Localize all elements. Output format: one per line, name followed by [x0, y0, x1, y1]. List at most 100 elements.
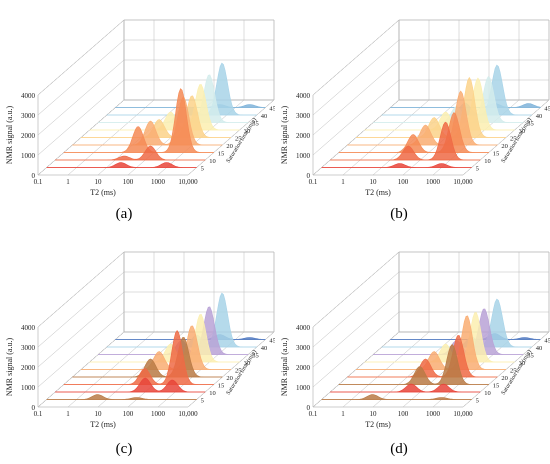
y-tick-label: 1000	[296, 384, 311, 392]
panel-caption-d: (d)	[390, 441, 408, 457]
z-tick-label: 35	[252, 121, 259, 128]
y-gridline	[37, 39, 274, 116]
y-tick-label: 4000	[296, 92, 311, 100]
z-tick-label: 5	[476, 166, 479, 173]
x-tick-label: 1	[341, 178, 345, 186]
z-tick-label: 35	[527, 121, 534, 128]
y-tick-label: 0	[32, 172, 36, 180]
series-area-z5	[321, 394, 472, 400]
z-tick-label: 15	[218, 383, 225, 390]
z-tick-label: 35	[252, 353, 259, 360]
x-tick-label: 1000	[151, 410, 166, 418]
z-tick-label: 45	[269, 338, 275, 345]
x-tick-label: 10	[95, 178, 103, 186]
x-tick-label: 10,000	[453, 178, 473, 186]
y-tick-label: 2000	[296, 364, 311, 372]
x-gridline	[462, 20, 550, 176]
x-gridline	[97, 252, 185, 408]
x-gridline	[37, 252, 125, 408]
y-tick-label: 4000	[21, 324, 36, 332]
z-tick-label: 10	[209, 158, 216, 165]
y-tick-label: 0	[307, 404, 311, 412]
x-tick-label: 1000	[426, 178, 441, 186]
x-tick-label: 100	[123, 178, 134, 186]
x-axis-title: T2 (ms)	[365, 188, 391, 197]
x-tick-label: 10,000	[453, 410, 473, 418]
series-area-z5	[46, 162, 197, 168]
z-tick-label: 40	[536, 345, 543, 352]
axes-grid	[312, 19, 550, 176]
y-tick-label: 1000	[21, 152, 36, 160]
x-gridline	[342, 252, 430, 408]
x-axis-title: T2 (ms)	[90, 188, 116, 197]
x-tick-label: 0.1	[34, 178, 43, 186]
z-tick-label: 20	[501, 375, 508, 382]
x-gridline	[312, 252, 400, 408]
z-tick-label: 45	[544, 338, 550, 345]
x-gridline	[462, 252, 550, 408]
y-tick-label: 0	[307, 172, 311, 180]
y-tick-label: 1000	[296, 152, 311, 160]
x-tick-label: 0.1	[34, 410, 43, 418]
x-gridline	[342, 20, 430, 176]
x-tick-label: 10	[370, 410, 378, 418]
x-tick-label: 1	[341, 410, 345, 418]
x-tick-label: 0.1	[309, 178, 318, 186]
panel-caption-b: (b)	[390, 206, 408, 222]
y-tick-label: 3000	[296, 112, 311, 120]
panel-caption-c: (c)	[115, 441, 133, 457]
y-tick-label: 3000	[21, 112, 36, 120]
y-axis-title: NMR signal (a.u.)	[5, 338, 14, 397]
z-tick-label: 40	[261, 113, 268, 120]
z-tick-label: 40	[261, 345, 268, 352]
z-tick-label: 25	[235, 368, 242, 375]
y-gridline	[312, 251, 549, 328]
x-tick-label: 10	[95, 410, 103, 418]
y-tick-label: 4000	[21, 92, 36, 100]
z-tick-label: 15	[493, 383, 500, 390]
panel-caption-a: (a)	[115, 206, 133, 222]
y-tick-label: 2000	[21, 132, 36, 140]
z-tick-label: 5	[476, 398, 479, 405]
x-tick-label: 1000	[151, 178, 166, 186]
x-tick-label: 0.1	[309, 410, 318, 418]
z-axis-title: Saturation time (min)	[500, 349, 533, 397]
z-tick-label: 5	[201, 398, 204, 405]
y-tick-label: 2000	[21, 364, 36, 372]
z-tick-label: 40	[536, 113, 543, 120]
z-tick-label: 20	[226, 143, 233, 150]
z-tick-label: 30	[519, 128, 526, 135]
y-axis-title: NMR signal (a.u.)	[280, 106, 289, 165]
z-tick-label: 35	[527, 353, 534, 360]
z-tick-label: 15	[218, 151, 225, 158]
x-tick-label: 10,000	[178, 178, 198, 186]
y-tick-label: 3000	[21, 344, 36, 352]
x-axis-title: T2 (ms)	[365, 420, 391, 429]
z-axis-title: Saturation time (min)	[225, 349, 258, 397]
x-tick-label: 10,000	[178, 410, 198, 418]
z-tick-label: 30	[519, 360, 526, 367]
y-tick-label: 3000	[296, 344, 311, 352]
y-gridline	[312, 271, 549, 348]
z-tick-label: 10	[209, 390, 216, 397]
x-axis-title: T2 (ms)	[90, 420, 116, 429]
y-tick-label: 2000	[296, 132, 311, 140]
z-tick-label: 10	[484, 390, 491, 397]
z-axis-title: Saturation time (min)	[500, 117, 533, 165]
x-gridline	[67, 20, 155, 176]
x-gridline	[372, 252, 460, 408]
x-gridline	[67, 252, 155, 408]
x-tick-label: 100	[398, 178, 409, 186]
x-tick-label: 100	[123, 410, 134, 418]
x-tick-label: 10	[370, 178, 378, 186]
y-gridline	[312, 19, 549, 96]
y-gridline	[37, 271, 274, 348]
y-gridline	[37, 19, 274, 96]
x-gridline	[312, 20, 400, 176]
x-tick-label: 1	[66, 178, 70, 186]
